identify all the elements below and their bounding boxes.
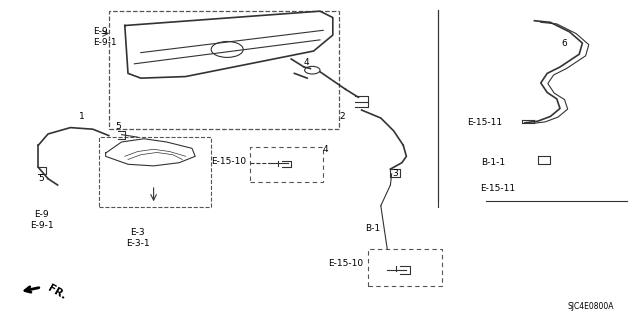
Text: 3: 3: [392, 169, 397, 178]
Text: E-15-11: E-15-11: [467, 118, 502, 127]
Text: E-9
E-9-1: E-9 E-9-1: [93, 26, 116, 47]
Text: SJC4E0800A: SJC4E0800A: [568, 302, 614, 311]
Text: E-15-10: E-15-10: [211, 157, 246, 166]
Text: E-3
E-3-1: E-3 E-3-1: [126, 227, 149, 248]
Text: 6: 6: [562, 39, 567, 48]
Text: 4: 4: [303, 58, 308, 67]
Text: 4: 4: [323, 145, 328, 154]
Text: FR.: FR.: [46, 283, 68, 301]
Text: B-1: B-1: [365, 224, 380, 233]
Text: E-15-11: E-15-11: [480, 184, 515, 193]
Text: B-1-1: B-1-1: [481, 158, 506, 167]
Text: 5: 5: [116, 122, 121, 130]
Text: 1: 1: [79, 112, 84, 121]
Text: 5: 5: [39, 174, 44, 183]
Text: 2: 2: [340, 112, 345, 121]
Text: E-9
E-9-1: E-9 E-9-1: [30, 210, 53, 230]
Text: E-15-10: E-15-10: [328, 259, 363, 268]
